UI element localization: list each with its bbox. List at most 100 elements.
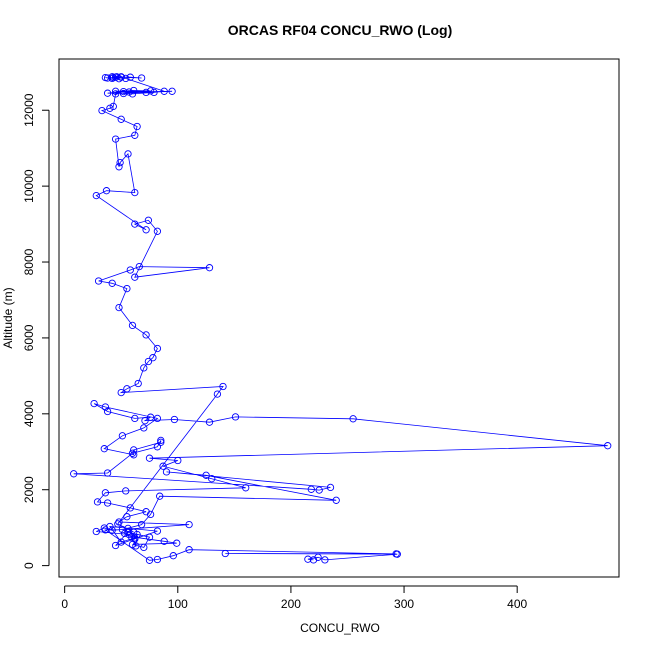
data-point <box>156 492 164 500</box>
data-point <box>315 486 323 494</box>
data-point <box>213 390 222 398</box>
data-point <box>108 526 116 534</box>
data-point <box>160 537 168 545</box>
data-point <box>100 524 108 532</box>
data-point <box>157 438 165 446</box>
data-point <box>142 226 150 234</box>
series-line <box>73 76 608 561</box>
x-tick-label: 400 <box>507 597 527 611</box>
data-point <box>185 546 193 554</box>
data-point <box>126 73 134 81</box>
data-point <box>134 379 142 388</box>
y-tick-label: 8000 <box>22 248 36 275</box>
data-point <box>153 227 162 235</box>
data-point <box>135 262 143 271</box>
data-point <box>130 451 138 459</box>
data-point <box>174 456 182 465</box>
data-point <box>221 549 229 558</box>
data-point <box>118 432 127 440</box>
data-point <box>332 496 340 504</box>
data-point <box>219 382 227 391</box>
data-point <box>126 266 134 274</box>
data-point <box>114 520 122 528</box>
data-point <box>113 73 121 81</box>
y-tick-label: 4000 <box>22 400 36 427</box>
data-point <box>115 163 123 171</box>
data-point <box>140 364 148 372</box>
data-point <box>137 520 146 529</box>
data-point <box>101 403 110 411</box>
x-axis: 0 100 200 300 400 <box>61 585 528 611</box>
data-point <box>101 489 110 497</box>
data-point <box>140 543 148 552</box>
data-point <box>392 550 400 558</box>
data-point <box>145 556 154 564</box>
data-point <box>131 414 139 423</box>
data-point <box>123 284 131 293</box>
data-point <box>202 471 210 479</box>
y-axis: 0 2000 4000 6000 8000 10000 12000 <box>22 93 50 569</box>
data-point <box>153 414 162 423</box>
data-point <box>100 445 108 453</box>
series-layer <box>70 73 612 564</box>
y-tick-label: 12000 <box>22 93 36 127</box>
data-point <box>160 87 168 95</box>
data-point <box>604 442 612 450</box>
data-point <box>162 468 171 476</box>
data-point <box>131 188 139 197</box>
data-point <box>94 277 103 285</box>
data-point <box>70 470 78 478</box>
data-point <box>146 87 155 95</box>
data-point <box>109 102 117 111</box>
data-point <box>102 187 111 195</box>
data-point <box>150 88 158 97</box>
data-point <box>130 86 138 95</box>
data-point <box>101 73 110 82</box>
data-point <box>144 357 153 366</box>
data-point <box>126 504 134 512</box>
data-point <box>141 417 149 425</box>
data-point <box>92 191 100 200</box>
y-axis-title: Altitude (m) <box>1 287 15 348</box>
data-point <box>103 89 112 97</box>
data-point <box>169 552 177 560</box>
data-point <box>90 399 98 408</box>
x-tick-label: 0 <box>61 597 68 611</box>
data-point <box>103 469 112 477</box>
data-point <box>117 538 125 546</box>
data-point <box>208 475 216 483</box>
data-point <box>123 513 131 521</box>
data-point <box>98 106 106 115</box>
chart-title: ORCAS RF04 CONCU_RWO (Log) <box>228 22 453 38</box>
data-point <box>304 555 312 563</box>
data-point <box>117 388 125 397</box>
data-point <box>115 518 123 526</box>
data-point <box>131 131 139 139</box>
y-tick-label: 10000 <box>22 169 36 203</box>
data-point <box>142 508 150 516</box>
data-point <box>131 220 139 228</box>
data-point <box>103 499 112 507</box>
data-point <box>157 436 165 445</box>
data-point <box>117 115 125 123</box>
data-point <box>173 539 181 547</box>
data-point <box>124 528 132 536</box>
data-point <box>116 158 124 167</box>
data-point <box>314 553 322 561</box>
y-tick-label: 6000 <box>22 324 36 351</box>
x-axis-title: CONCU_RWO <box>300 621 380 635</box>
data-point <box>326 483 335 492</box>
data-point <box>185 520 193 529</box>
data-point <box>153 555 162 564</box>
data-point <box>168 87 176 95</box>
data-point <box>123 385 131 393</box>
data-point <box>137 74 146 82</box>
data-point <box>132 542 140 550</box>
data-point <box>108 73 116 81</box>
data-point <box>205 264 214 272</box>
data-point <box>130 446 138 454</box>
data-point <box>231 413 240 421</box>
y-tick-label: 0 <box>22 562 36 569</box>
data-point <box>124 524 132 533</box>
